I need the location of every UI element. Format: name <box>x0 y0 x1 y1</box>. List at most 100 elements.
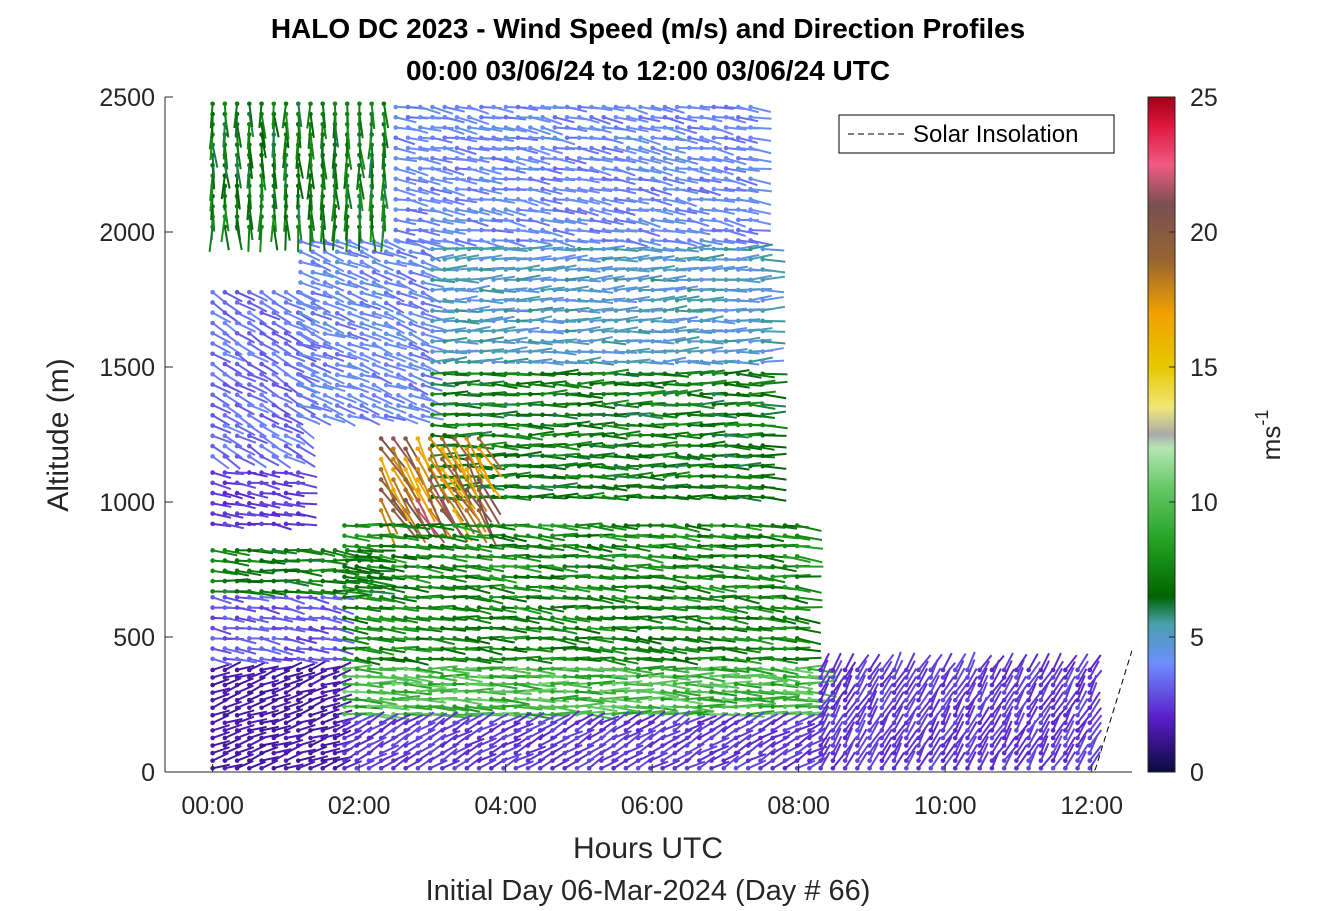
wind-arrow <box>332 646 354 656</box>
wind-arrow <box>283 470 305 479</box>
wind-arrow <box>320 756 341 763</box>
wind-arrow <box>283 700 304 711</box>
colorbar-tick-label: 15 <box>1190 354 1218 382</box>
wind-arrow <box>271 392 293 405</box>
wind-arrow <box>247 382 268 395</box>
wind-arrow <box>222 521 245 530</box>
wind-arrow <box>210 341 231 354</box>
wind-arrow <box>283 733 304 741</box>
wind-arrow <box>234 677 254 688</box>
wind-arrow <box>234 289 256 302</box>
wind-arrow <box>234 341 256 356</box>
wind-arrow <box>234 636 257 645</box>
wind-arrow <box>295 454 316 468</box>
wind-arrow <box>295 662 316 673</box>
wind-arrow <box>283 320 306 332</box>
wind-arrow <box>210 656 233 666</box>
wind-arrow <box>308 685 328 695</box>
wind-arrow <box>259 755 280 763</box>
y-axis-ticks: 0 500 1000 1500 2000 2500 <box>99 84 173 787</box>
wind-arrow <box>234 320 256 333</box>
wind-arrow <box>210 678 230 688</box>
y-tick-label: 500 <box>113 624 155 652</box>
wind-arrow <box>247 595 270 602</box>
colorbar-tick-label: 10 <box>1190 489 1218 517</box>
wind-arrow <box>271 320 292 335</box>
wind-arrow <box>222 718 243 726</box>
wind-arrow <box>222 392 243 407</box>
y-axis-label: Altitude (m) <box>42 358 75 511</box>
wind-arrow <box>295 656 318 664</box>
wind-arrow <box>283 578 310 587</box>
wind-arrow <box>222 423 245 435</box>
wind-arrow <box>295 739 316 748</box>
wind-arrow <box>222 568 250 577</box>
wind-arrow <box>295 755 316 763</box>
wind-arrow <box>283 371 305 386</box>
wind-arrow <box>308 708 328 718</box>
wind-arrow <box>308 760 328 771</box>
wind-arrow <box>210 501 232 508</box>
wind-arrow <box>247 351 269 363</box>
x-axis-label: Hours UTC <box>573 832 723 865</box>
wind-arrow <box>210 413 231 427</box>
wind-arrow <box>271 382 293 393</box>
wind-arrow <box>259 330 280 344</box>
wind-arrow <box>210 595 232 605</box>
wind-arrow <box>271 341 292 356</box>
wind-arrow <box>259 310 281 321</box>
wind-arrow <box>283 413 304 426</box>
wind-arrow <box>283 678 304 688</box>
wind-arrow <box>234 423 256 436</box>
wind-arrow <box>295 521 318 527</box>
wind-arrow <box>283 605 305 616</box>
colorbar-tick-label: 20 <box>1190 219 1218 247</box>
wind-arrow <box>210 671 231 680</box>
wind-arrow <box>259 625 282 631</box>
wind-arrow <box>259 693 279 703</box>
wind-arrow <box>271 480 293 488</box>
wind-arrow <box>247 710 268 718</box>
wind-arrow <box>332 636 355 645</box>
wind-arrow <box>298 331 320 345</box>
wind-arrow <box>298 382 321 395</box>
wind-arrow <box>271 402 292 417</box>
wind-arrow <box>234 646 257 655</box>
wind-arrow <box>247 718 268 726</box>
wind-arrow <box>210 646 232 655</box>
wind-arrow <box>247 760 266 771</box>
wind-arrow <box>320 665 341 673</box>
wind-arrow <box>259 470 281 479</box>
wind-arrow <box>222 351 245 362</box>
wind-arrow <box>247 413 268 427</box>
wind-arrow <box>247 402 270 414</box>
wind-arrow <box>247 490 269 499</box>
colorbar: 0 5 10 15 20 25 ms-1 <box>1147 84 1286 787</box>
wind-arrow <box>247 300 268 313</box>
wind-arrow <box>259 511 281 518</box>
wind-arrow <box>295 480 318 489</box>
wind-arrow <box>298 403 322 411</box>
wind-arrow <box>283 423 305 435</box>
wind-arrow <box>210 423 232 434</box>
wind-arrow <box>210 548 238 557</box>
wind-arrow <box>259 733 280 741</box>
wind-arrow <box>308 646 330 654</box>
wind-arrow <box>234 501 256 510</box>
wind-arrow <box>259 300 280 314</box>
wind-arrow <box>234 672 255 680</box>
wind-arrow <box>271 454 292 469</box>
wind-arrow <box>259 480 281 491</box>
wind-arrow <box>295 511 317 519</box>
wind-arrow <box>271 289 293 303</box>
wind-arrow <box>295 636 318 645</box>
wind-arrow <box>259 636 281 646</box>
legend-label: Solar Insolation <box>913 121 1078 148</box>
wind-arrow <box>295 433 315 450</box>
wind-arrow <box>271 700 292 711</box>
wind-arrow <box>332 700 352 711</box>
wind-arrow <box>247 433 268 445</box>
wind-arrow <box>320 636 343 643</box>
wind-arrow <box>295 760 316 771</box>
wind-arrow <box>295 688 316 695</box>
